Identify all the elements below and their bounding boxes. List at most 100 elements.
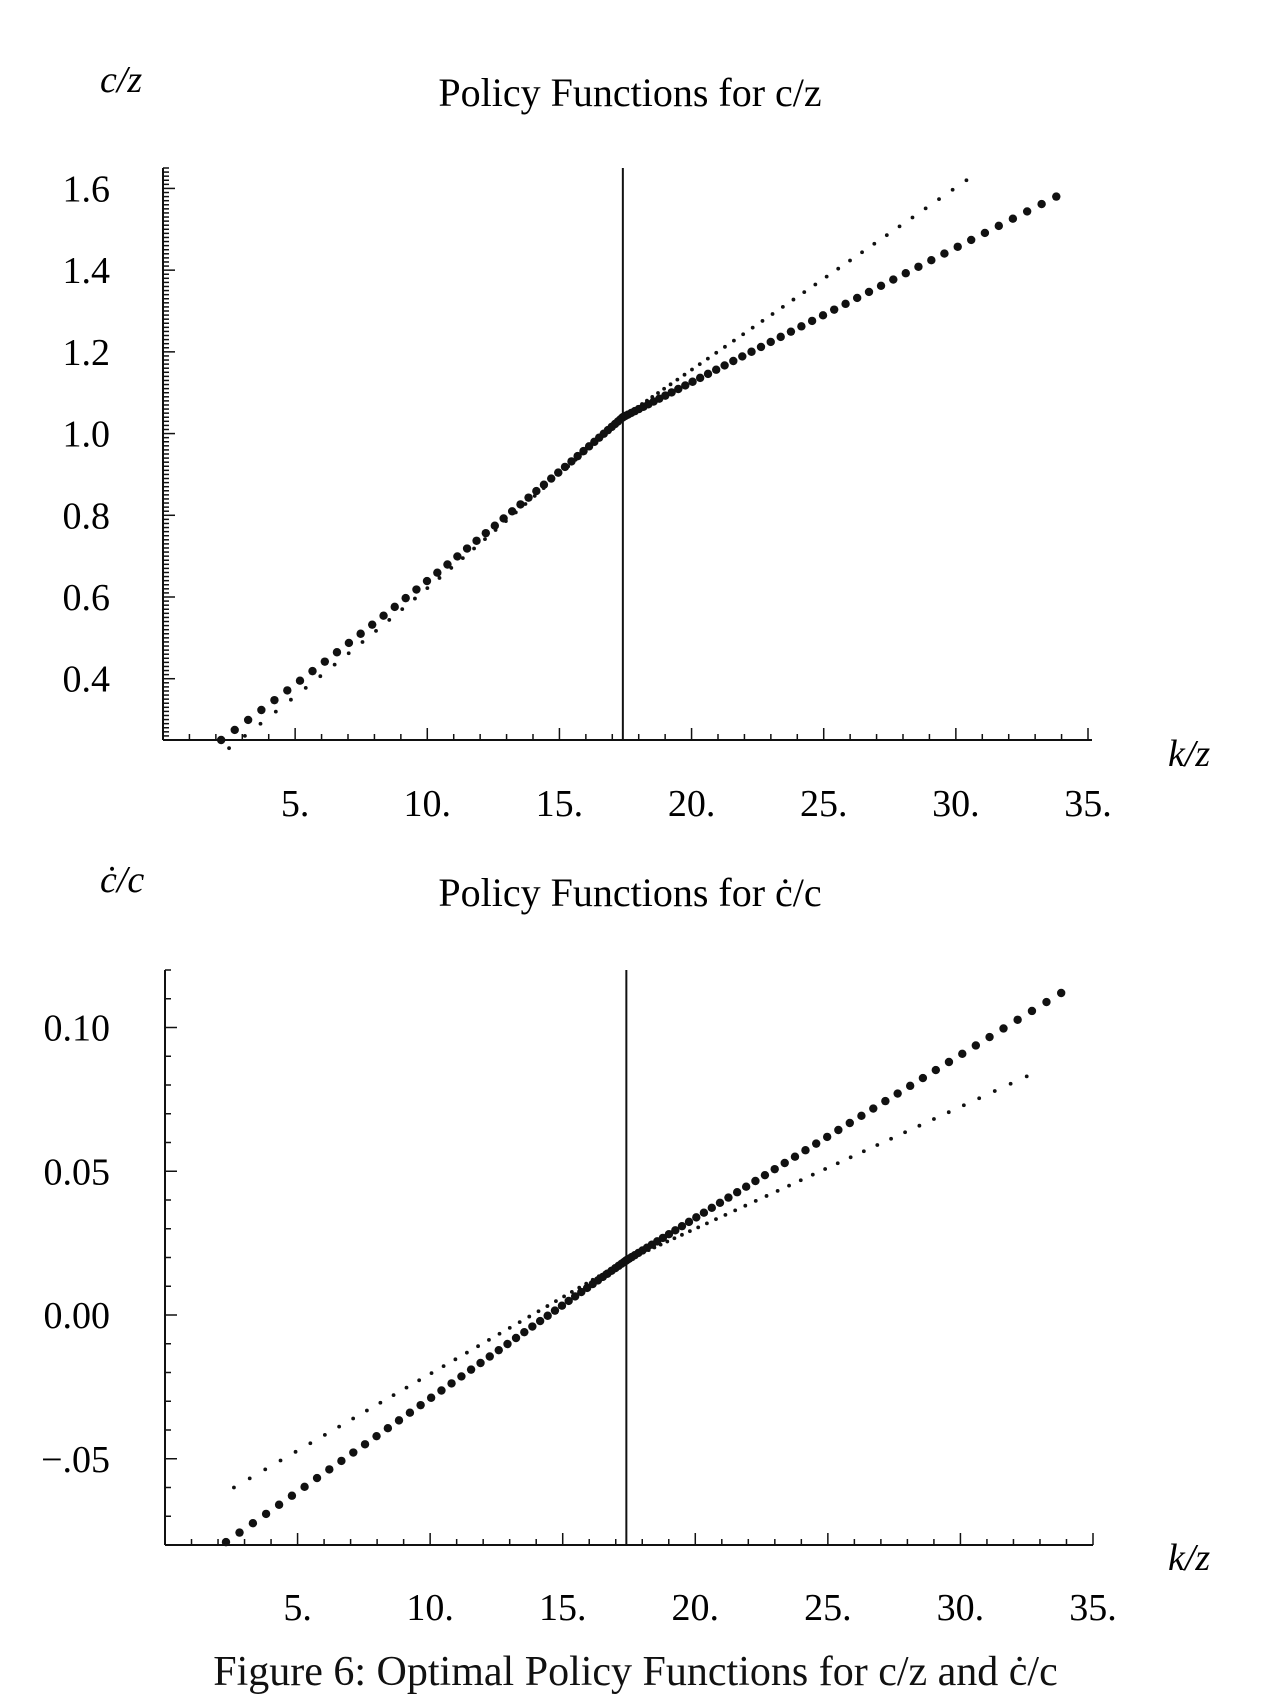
data-point-small [961, 1103, 966, 1108]
data-point-small [705, 356, 710, 361]
data-point-small [675, 377, 680, 382]
data-point-large [577, 1287, 586, 1297]
data-point-large [881, 1096, 890, 1106]
data-point-large [235, 1528, 244, 1537]
data-point-small [569, 1290, 574, 1294]
chart-cz: c/z Policy Functions for c/z k/z 5. 10. 15… [63, 59, 1211, 825]
data-point-small [937, 197, 941, 202]
x-ticks: 5. 10. 15. 20. 25. 30. 35. [188, 728, 1112, 825]
data-point-small [413, 596, 417, 601]
y-tick-label: 0.4 [63, 659, 111, 701]
data-point-small [378, 1400, 383, 1405]
data-point-small [714, 350, 719, 355]
data-point-large [1027, 1006, 1037, 1016]
chart-title: Policy Functions for c/z [438, 70, 821, 115]
data-point-large [852, 293, 862, 303]
data-point-large [967, 235, 976, 245]
data-point-large [524, 493, 533, 502]
data-point-small [346, 651, 351, 656]
data-point-small [733, 1208, 738, 1213]
data-point-large [732, 1188, 742, 1197]
data-point-small [723, 344, 727, 349]
data-point-small [770, 312, 775, 316]
data-point-small [497, 1331, 502, 1336]
data-point-small [646, 1248, 651, 1253]
data-point-small [232, 1485, 236, 1490]
data-point-small [753, 1199, 758, 1203]
data-point-small [950, 187, 955, 192]
data-point-small [483, 537, 487, 542]
y-tick-label: 0.05 [44, 1151, 111, 1193]
data-point-large [567, 457, 576, 466]
data-point-large [1022, 207, 1032, 216]
data-point-large [703, 369, 713, 379]
data-point-large [1056, 988, 1066, 998]
data-point-small [517, 1320, 522, 1325]
data-point-small [775, 1188, 780, 1193]
data-point-small [764, 1194, 769, 1198]
x-tick-label: 30. [932, 783, 980, 825]
data-point-small [400, 607, 405, 612]
data-point-large [490, 521, 500, 530]
data-point-large [780, 1158, 789, 1168]
data-point-small [258, 721, 263, 726]
data-point-small [387, 618, 392, 622]
data-point-large [692, 1213, 701, 1222]
y-tick-label: 0.8 [63, 495, 111, 537]
y-ticks: 0.4 0.6 0.8 1.0 1.2 1.4 1.6 [63, 167, 175, 741]
data-point-large [325, 1465, 334, 1474]
data-point-small [437, 576, 442, 580]
data-point-large [261, 1509, 271, 1519]
data-point-large [447, 1379, 456, 1388]
data-point-large [494, 1345, 503, 1355]
data-point-large [532, 486, 541, 496]
data-point-large [893, 1089, 902, 1098]
data-point-small [658, 1242, 663, 1247]
data-point-small [577, 1285, 582, 1290]
data-point-small [665, 1239, 670, 1244]
data-point-large [422, 576, 432, 586]
data-point-small [780, 304, 785, 309]
data-point-small [460, 556, 465, 561]
x-tick-label: 30. [937, 1587, 985, 1629]
data-point-small [580, 451, 585, 456]
x-axis-label: k/z [1168, 1537, 1210, 1579]
data-point-small [889, 1136, 893, 1141]
data-point-small [550, 478, 555, 483]
data-point-small [705, 1221, 709, 1226]
data-point-small [903, 1130, 907, 1135]
figure-caption: Figure 6: Optimal Policy Functions for c… [213, 1649, 1058, 1695]
data-point-small [632, 1254, 637, 1259]
data-point-small [741, 332, 746, 337]
y-tick-label: 1.0 [63, 414, 111, 456]
data-point-large [695, 373, 705, 383]
data-point-large [539, 480, 549, 489]
data-point-large [741, 1182, 751, 1191]
data-point-large [312, 1473, 322, 1483]
data-point-small [616, 1263, 621, 1267]
data-point-large [570, 1292, 580, 1301]
data-point-small [566, 464, 571, 469]
data-point-large [864, 287, 874, 297]
data-point-small [417, 1378, 422, 1383]
y-ticks: 0.10 0.05 0.00 −.05 [41, 969, 177, 1546]
data-point-large [857, 1111, 866, 1121]
data-point-large [1037, 199, 1046, 209]
data-point-large [295, 676, 305, 685]
data-point-large [834, 1125, 843, 1135]
data-point-large [756, 342, 766, 352]
chart-title: Policy Functions for ċ/c [438, 870, 821, 915]
data-point-small [364, 1408, 369, 1413]
data-point-small [628, 410, 632, 415]
data-point-large [437, 1386, 446, 1395]
data-point-small [523, 502, 528, 506]
data-point-small [714, 1217, 718, 1222]
data-point-large [216, 735, 226, 745]
data-point-large [790, 1152, 800, 1161]
data-point-small [558, 471, 563, 476]
data-point-large [503, 1339, 512, 1349]
data-point-small [616, 419, 620, 424]
data-point-large [466, 1365, 476, 1374]
data-point-large [918, 1073, 928, 1083]
